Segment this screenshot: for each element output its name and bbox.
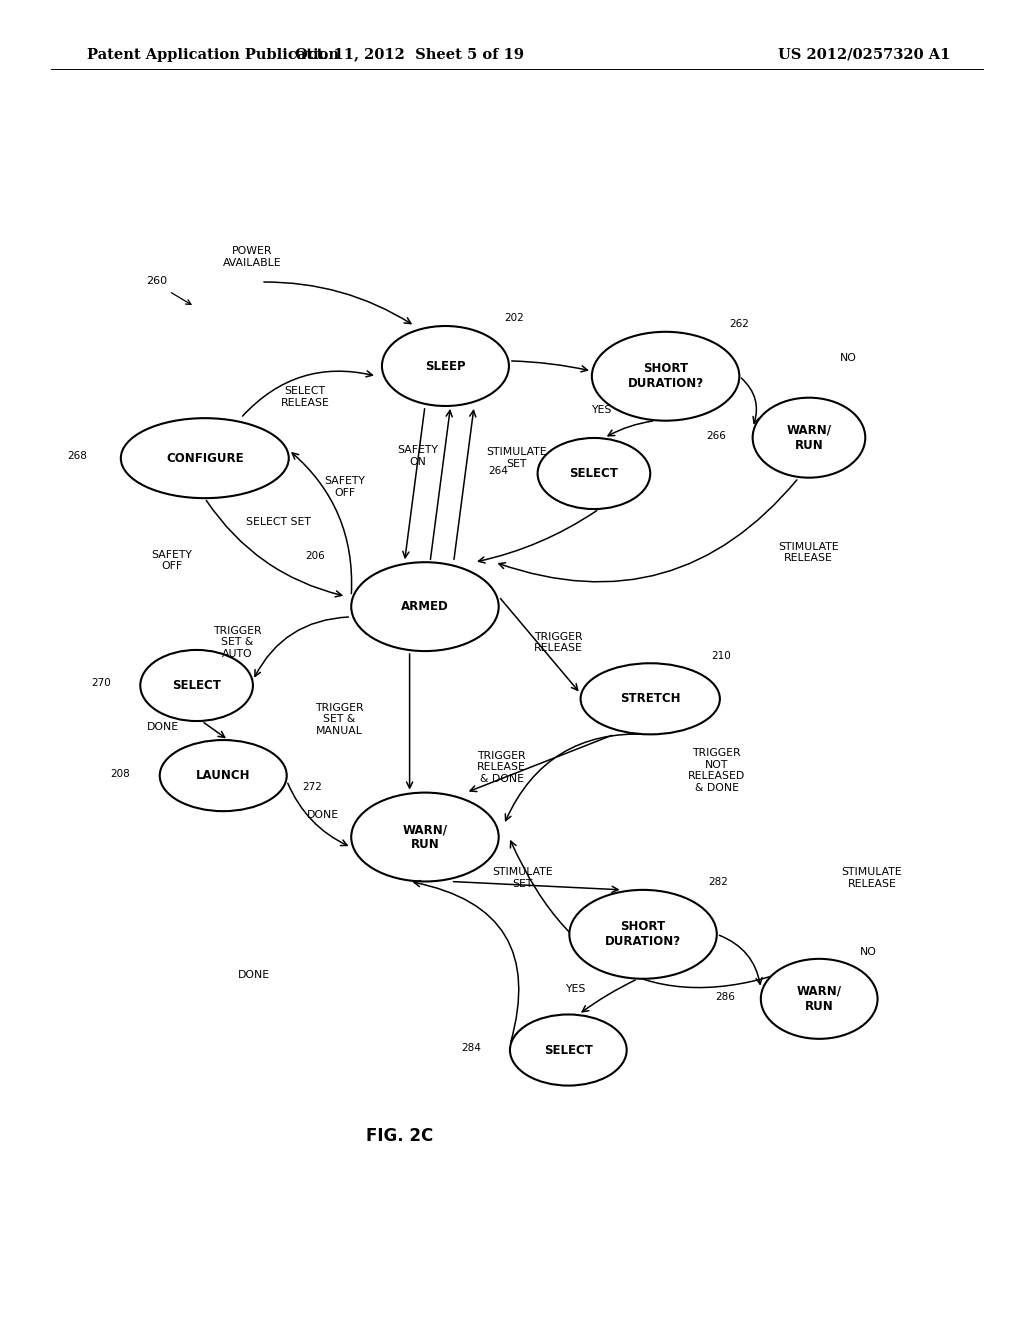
Text: 282: 282 (709, 876, 728, 887)
Text: STIMULATE
SET: STIMULATE SET (492, 867, 553, 888)
Ellipse shape (569, 890, 717, 978)
Ellipse shape (753, 397, 865, 478)
Text: 272: 272 (302, 781, 322, 792)
Text: YES: YES (591, 405, 611, 414)
Text: STIMULATE
RELEASE: STIMULATE RELEASE (842, 867, 902, 888)
Ellipse shape (351, 792, 499, 882)
Text: LAUNCH: LAUNCH (196, 770, 251, 781)
Text: DONE: DONE (306, 809, 339, 820)
Text: STRETCH: STRETCH (620, 692, 681, 705)
Text: TRIGGER
RELEASE
& DONE: TRIGGER RELEASE & DONE (477, 751, 526, 784)
Text: 268: 268 (68, 451, 87, 461)
Text: Patent Application Publication: Patent Application Publication (87, 48, 339, 62)
Text: POWER
AVAILABLE: POWER AVAILABLE (222, 246, 282, 268)
Text: SELECT: SELECT (544, 1044, 593, 1056)
Text: SHORT
DURATION?: SHORT DURATION? (628, 362, 703, 391)
Text: FIG. 2C: FIG. 2C (366, 1127, 433, 1144)
Text: 262: 262 (729, 318, 749, 329)
Ellipse shape (761, 958, 878, 1039)
Ellipse shape (140, 649, 253, 721)
Text: WARN/
RUN: WARN/ RUN (797, 985, 842, 1012)
Text: WARN/
RUN: WARN/ RUN (786, 424, 831, 451)
Text: SELECT SET: SELECT SET (246, 516, 311, 527)
Text: TRIGGER
RELEASE: TRIGGER RELEASE (534, 632, 583, 653)
Text: SELECT: SELECT (569, 467, 618, 480)
Text: SAFETY
OFF: SAFETY OFF (152, 549, 193, 572)
Ellipse shape (581, 663, 720, 734)
Text: 266: 266 (707, 430, 726, 441)
Ellipse shape (382, 326, 509, 407)
Text: NO: NO (860, 946, 877, 957)
Text: DONE: DONE (147, 722, 179, 733)
Text: 202: 202 (504, 313, 523, 323)
Text: 284: 284 (461, 1043, 480, 1053)
Text: 270: 270 (91, 678, 111, 689)
Text: 208: 208 (111, 768, 130, 779)
Text: WARN/
RUN: WARN/ RUN (402, 824, 447, 851)
Ellipse shape (351, 562, 499, 651)
Text: ARMED: ARMED (401, 601, 449, 612)
Text: Oct. 11, 2012  Sheet 5 of 19: Oct. 11, 2012 Sheet 5 of 19 (295, 48, 524, 62)
Text: 286: 286 (715, 991, 734, 1002)
Ellipse shape (510, 1015, 627, 1085)
Text: 210: 210 (712, 651, 731, 661)
Ellipse shape (160, 741, 287, 812)
Text: STIMULATE
RELEASE: STIMULATE RELEASE (778, 541, 839, 564)
Text: TRIGGER
SET &
AUTO: TRIGGER SET & AUTO (213, 626, 262, 659)
Text: SHORT
DURATION?: SHORT DURATION? (605, 920, 681, 948)
Text: 260: 260 (146, 276, 168, 286)
Ellipse shape (538, 438, 650, 510)
Text: SELECT
RELEASE: SELECT RELEASE (281, 385, 330, 408)
Text: CONFIGURE: CONFIGURE (166, 451, 244, 465)
Text: TRIGGER
NOT
RELEASED
& DONE: TRIGGER NOT RELEASED & DONE (688, 748, 745, 793)
Text: US 2012/0257320 A1: US 2012/0257320 A1 (778, 48, 950, 62)
Text: YES: YES (565, 983, 586, 994)
Text: SAFETY
OFF: SAFETY OFF (325, 477, 366, 498)
Text: NO: NO (840, 352, 856, 363)
Text: STIMULATE
SET: STIMULATE SET (486, 447, 547, 469)
Ellipse shape (121, 418, 289, 498)
Ellipse shape (592, 331, 739, 421)
Text: SELECT: SELECT (172, 678, 221, 692)
Text: DONE: DONE (238, 970, 270, 981)
Text: 206: 206 (305, 552, 325, 561)
Text: TRIGGER
SET &
MANUAL: TRIGGER SET & MANUAL (315, 702, 364, 735)
Text: SLEEP: SLEEP (425, 359, 466, 372)
Text: SAFETY
ON: SAFETY ON (397, 445, 438, 467)
Text: 264: 264 (488, 466, 508, 477)
